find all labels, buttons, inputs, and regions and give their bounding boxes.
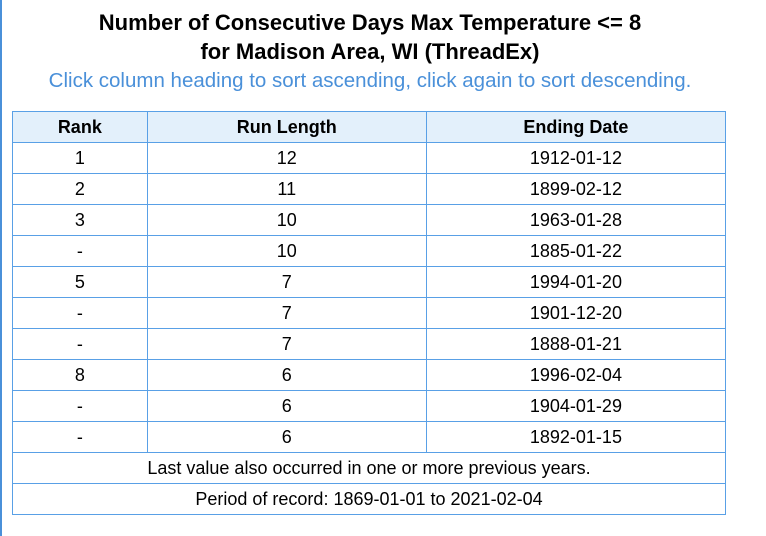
period-row: Period of record: 1869-01-01 to 2021-02-… xyxy=(12,483,726,515)
results-table: Rank Run Length Ending Date 1 12 1912-01… xyxy=(12,111,727,515)
cell-rank: - xyxy=(12,390,148,422)
cell-rank: - xyxy=(12,235,148,267)
page-left-border xyxy=(0,0,2,536)
cell-ending-date: 1885-01-22 xyxy=(425,235,727,267)
table-row: 3 10 1963-01-28 xyxy=(12,204,727,236)
table-row: - 7 1888-01-21 xyxy=(12,328,727,360)
cell-ending-date: 1963-01-28 xyxy=(425,204,727,236)
cell-ending-date: 1996-02-04 xyxy=(425,359,727,391)
period-of-record: Period of record: 1869-01-01 to 2021-02-… xyxy=(12,483,726,515)
cell-rank: 2 xyxy=(12,173,148,205)
cell-rank: 8 xyxy=(12,359,148,391)
title-line-2: for Madison Area, WI (ThreadEx) xyxy=(200,39,540,64)
cell-run-length: 10 xyxy=(146,204,427,236)
cell-run-length: 7 xyxy=(146,266,427,298)
cell-ending-date: 1912-01-12 xyxy=(425,142,727,174)
cell-ending-date: 1892-01-15 xyxy=(425,421,727,453)
cell-run-length: 6 xyxy=(146,359,427,391)
title-line-1: Number of Consecutive Days Max Temperatu… xyxy=(98,10,642,35)
cell-rank: 3 xyxy=(12,204,148,236)
table-row: 1 12 1912-01-12 xyxy=(12,142,727,174)
footnote-text: Last value also occurred in one or more … xyxy=(12,452,726,484)
cell-run-length: 7 xyxy=(146,297,427,329)
cell-ending-date: 1904-01-29 xyxy=(425,390,727,422)
footnote-row: Last value also occurred in one or more … xyxy=(12,452,726,484)
table-row: 5 7 1994-01-20 xyxy=(12,266,727,298)
cell-run-length: 10 xyxy=(146,235,427,267)
cell-rank: - xyxy=(12,421,148,453)
table-row: - 6 1904-01-29 xyxy=(12,390,727,422)
cell-rank: 5 xyxy=(12,266,148,298)
cell-ending-date: 1901-12-20 xyxy=(425,297,727,329)
cell-ending-date: 1994-01-20 xyxy=(425,266,727,298)
cell-rank: 1 xyxy=(12,142,148,174)
table-row: - 7 1901-12-20 xyxy=(12,297,727,329)
page-title: Number of Consecutive Days Max Temperatu… xyxy=(0,8,740,66)
column-header-ending-date[interactable]: Ending Date xyxy=(425,111,727,143)
cell-run-length: 6 xyxy=(146,390,427,422)
column-header-run-length[interactable]: Run Length xyxy=(146,111,427,143)
cell-run-length: 11 xyxy=(146,173,427,205)
table-row: - 10 1885-01-22 xyxy=(12,235,727,267)
cell-ending-date: 1899-02-12 xyxy=(425,173,727,205)
cell-run-length: 7 xyxy=(146,328,427,360)
cell-rank: - xyxy=(12,297,148,329)
table-row: 8 6 1996-02-04 xyxy=(12,359,727,391)
sort-instructions: Click column heading to sort ascending, … xyxy=(48,69,692,92)
cell-rank: - xyxy=(12,328,148,360)
table-header: Rank Run Length Ending Date xyxy=(12,111,727,143)
table-row: - 6 1892-01-15 xyxy=(12,421,727,453)
cell-ending-date: 1888-01-21 xyxy=(425,328,727,360)
table-row: 2 11 1899-02-12 xyxy=(12,173,727,205)
cell-run-length: 12 xyxy=(146,142,427,174)
column-header-rank[interactable]: Rank xyxy=(12,111,148,143)
table-body: 1 12 1912-01-12 2 11 1899-02-12 3 10 196… xyxy=(12,142,727,515)
cell-run-length: 6 xyxy=(146,421,427,453)
header-row: Rank Run Length Ending Date xyxy=(12,111,727,143)
